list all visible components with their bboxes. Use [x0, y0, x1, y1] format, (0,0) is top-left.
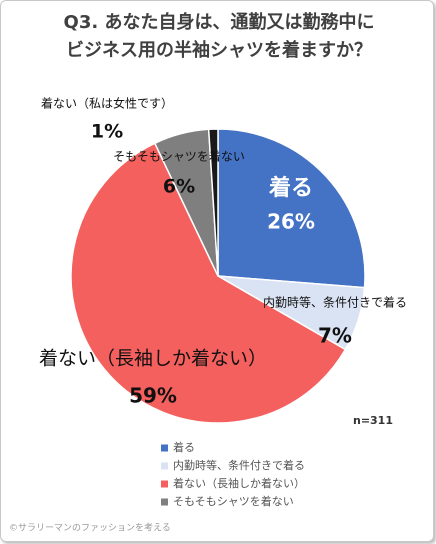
pie-slice: [70, 142, 347, 424]
legend-swatch: [161, 498, 168, 506]
value-label: 1%: [91, 121, 123, 143]
chart-title: ビジネス用の半袖シャツを着ますか？: [66, 39, 372, 61]
value-label: 7%: [318, 324, 352, 348]
legend-label: 着る: [173, 440, 195, 454]
slice-label: そもそもシャツを着ない: [113, 149, 245, 164]
legend-label: 内勤時等、条件付きで着る: [173, 458, 305, 472]
value-label: 6%: [163, 176, 195, 198]
slice-label: 着る: [268, 175, 313, 201]
sample-size: n=311: [353, 414, 393, 427]
chart-title: Q3. あなた自身は、通勤又は勤務中に: [64, 11, 375, 33]
legend-swatch: [161, 444, 168, 452]
slice-label: 内勤時等、条件付きで着る: [263, 295, 407, 310]
pie-slice: [217, 128, 366, 289]
slice-label: 着ない（長袖しか着ない）: [39, 348, 267, 370]
pie-slice: [207, 128, 219, 277]
legend-label: 着ない（長袖しか着ない）: [173, 476, 305, 490]
value-label: 26%: [267, 210, 315, 234]
source: ©サラリーマンのファッションを考える: [9, 523, 171, 534]
legend-swatch: [161, 480, 168, 488]
slice-label: 着ない（私は女性です）: [41, 96, 173, 111]
value-label: 59%: [129, 384, 177, 408]
legend-swatch: [161, 462, 168, 470]
legend-label: そもそもシャツを着ない: [173, 494, 294, 508]
